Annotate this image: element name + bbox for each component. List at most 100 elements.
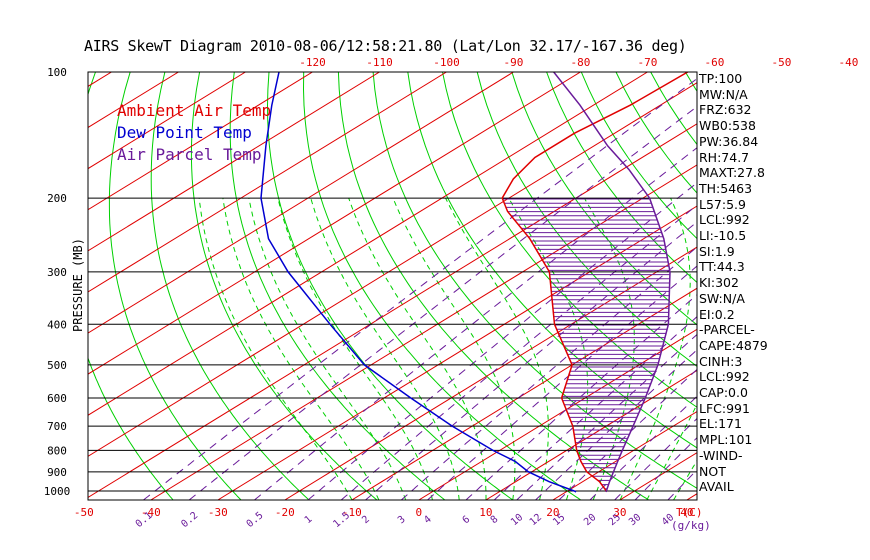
- index-item: MAXT:27.8: [699, 165, 765, 181]
- isotherm-line: [88, 72, 112, 87]
- temp-tick-label-top: -50: [772, 56, 792, 69]
- index-item: SW:N/A: [699, 290, 745, 306]
- temp-tick-label-bottom: 0: [416, 506, 423, 519]
- mixing-ratio-tick-label: 8: [489, 514, 501, 526]
- mixing-ratio-line: [427, 265, 697, 500]
- moist-adiabat-line: [646, 403, 697, 500]
- mixing-ratio-line: [558, 368, 697, 500]
- moist-adiabat-line: [222, 198, 380, 500]
- dry-adiabat-line: [844, 53, 870, 500]
- mixing-ratio-tick-label: 30: [627, 512, 643, 528]
- index-item: LFC:991: [699, 400, 750, 416]
- temp-tick-label-top: -80: [571, 56, 591, 69]
- isotherm-line: [88, 82, 697, 457]
- moist-adiabat-line: [392, 197, 516, 500]
- moist-adiabat-line: [277, 197, 433, 500]
- isotherm-line: [88, 72, 380, 252]
- index-item: EI:0.2: [699, 306, 735, 322]
- pressure-tick-label: 900: [47, 466, 67, 479]
- index-item: TT:44.3: [699, 259, 745, 275]
- isotherm-line: [88, 123, 697, 499]
- pressure-tick-label: 100: [47, 66, 67, 79]
- index-item: MW:N/A: [699, 86, 748, 102]
- dry-adiabat-line: [511, 72, 697, 326]
- mixing-ratio-line: [614, 417, 697, 500]
- pressure-tick-label: 300: [47, 266, 67, 279]
- cape-hatching: [502, 198, 670, 490]
- moist-adiabat-line: [310, 197, 460, 500]
- index-item: AVAIL: [699, 479, 734, 495]
- legend-ambient-air-temp: Ambient Air Temp: [117, 101, 272, 120]
- isotherm-line: [150, 164, 697, 500]
- mixing-ratio-tick-label: 0.5: [245, 510, 266, 530]
- dry-adiabat-line: [441, 72, 697, 408]
- mixing-ratio-tick-label: 20: [582, 512, 598, 528]
- dry-adiabat-line: [150, 72, 310, 500]
- mixing-ratio-tick-label: 4: [422, 514, 434, 526]
- temp-tick-label-top: -120: [299, 56, 326, 69]
- mixing-ratio-tick-label: 12: [528, 512, 544, 528]
- index-item: -WIND-: [699, 447, 743, 463]
- plot-frame: [87, 71, 698, 501]
- mixing-ratio-tick-label: 3: [396, 514, 408, 526]
- pressure-lines: [88, 197, 697, 492]
- temp-tick-label-top: -70: [638, 56, 658, 69]
- isotherm-line: [418, 328, 697, 500]
- dry-adiabat-line: [266, 72, 513, 500]
- isotherm-line: [88, 72, 514, 334]
- isotherm-line: [88, 72, 447, 293]
- mixing-ratio-line: [589, 395, 697, 500]
- index-item: LI:-10.5: [699, 228, 747, 244]
- index-item: MPL:101: [699, 432, 753, 448]
- dry-adiabat-line: [476, 72, 697, 367]
- dry-adiabat-line: [229, 72, 446, 500]
- pressure-tick-label: 500: [47, 359, 67, 372]
- index-item: CAPE:4879: [699, 337, 768, 353]
- isotherm-line: [552, 410, 697, 500]
- chart-title: AIRS SkewT Diagram 2010-08-06/12:58:21.8…: [84, 37, 687, 55]
- index-item: TH:5463: [699, 180, 753, 196]
- isotherms: [88, 72, 870, 500]
- legend: Ambient Air Temp Dew Point Temp Air Parc…: [117, 100, 271, 166]
- pressure-tick-label: 200: [47, 192, 67, 205]
- moist-adiabat-line: [198, 198, 353, 500]
- pressure-tick-label: 800: [47, 444, 67, 457]
- mixing-ratio-line: [188, 106, 697, 500]
- isotherm-line: [217, 205, 697, 500]
- temp-tick-label-bottom: 20: [546, 506, 559, 519]
- temp-tick-label-bottom: 30: [613, 506, 626, 519]
- dry-adiabat-line: [372, 72, 697, 489]
- mixing-ratio-tick-label: 0.2: [179, 510, 200, 530]
- index-item: SI:1.9: [699, 243, 735, 259]
- plot-area: [88, 53, 870, 500]
- index-item: EL:171: [699, 416, 742, 432]
- pressure-tick-label: 1000: [44, 485, 71, 498]
- temp-tick-label-bottom: -10: [342, 506, 362, 519]
- mixing-ratio-line: [535, 349, 697, 500]
- index-item: -PARCEL-: [699, 322, 755, 338]
- temp-tick-label-bottom: -40: [141, 506, 161, 519]
- series-ambient-air-temp: [501, 72, 689, 493]
- mixing-ratio-line: [307, 182, 697, 500]
- temp-tick-label-top: -100: [433, 56, 460, 69]
- mixing-ratio-tick-label: 10: [509, 512, 525, 528]
- temp-tick-label-top: -110: [366, 56, 393, 69]
- isotherm-line: [88, 72, 313, 211]
- mixing-ratio-line: [143, 78, 697, 500]
- y-axis-label: PRESSURE (MB): [71, 238, 85, 332]
- isotherm-line: [351, 287, 697, 500]
- mixing-ratio-line: [340, 204, 697, 500]
- isotherm-line: [88, 72, 246, 170]
- moist-adiabat-line: [619, 197, 691, 500]
- index-item: WB0:538: [699, 118, 756, 134]
- dry-adiabat-line: [546, 72, 697, 284]
- temp-tick-label-top: -60: [705, 56, 725, 69]
- temp-tick-label-top: -90: [504, 56, 524, 69]
- dry-adiabat-line: [302, 72, 581, 500]
- temp-tick-label-top: -40: [839, 56, 859, 69]
- legend-air-parcel-temp: Air Parcel Temp: [117, 145, 262, 164]
- isotherm-line: [754, 72, 870, 500]
- index-item: FRZ:632: [699, 102, 752, 118]
- index-item: LCL:992: [699, 369, 750, 385]
